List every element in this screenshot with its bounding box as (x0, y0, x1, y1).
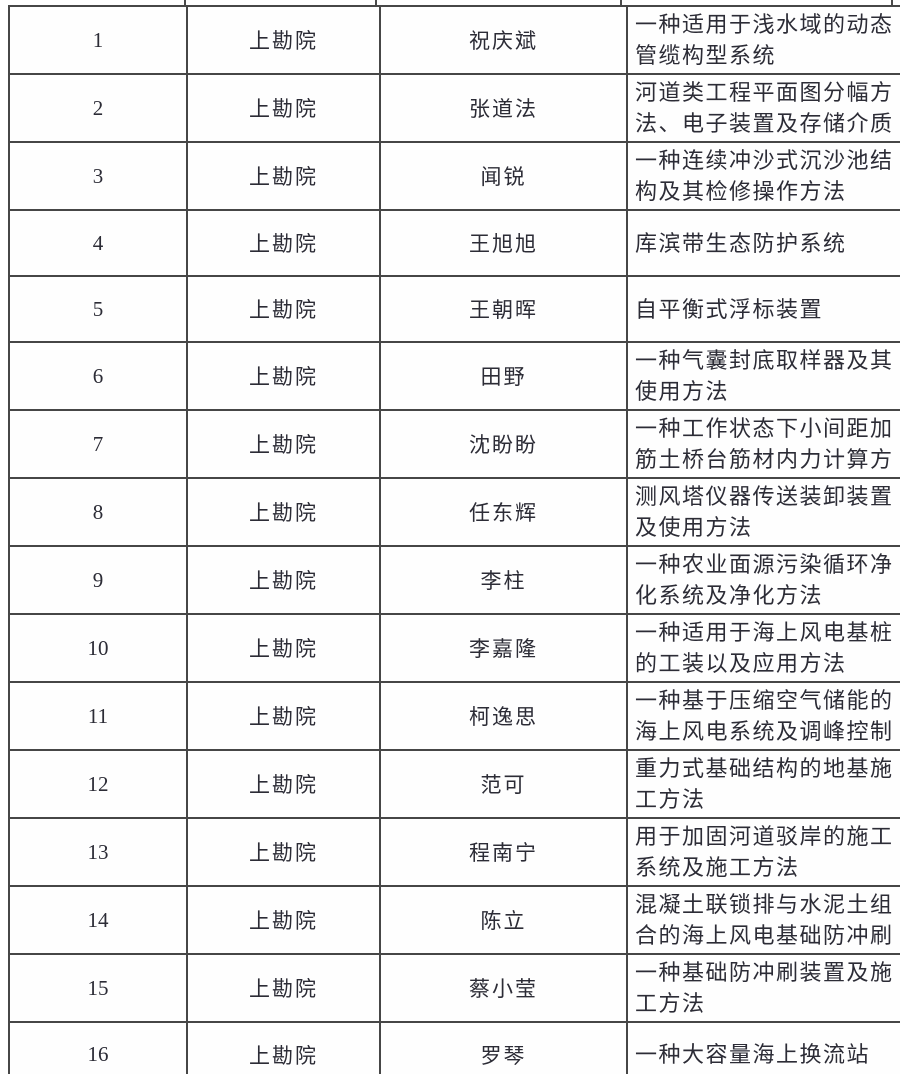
patent-title-cell: 一种连续冲沙式沉沙池结构及其检修操作方法 (626, 141, 900, 211)
inventor-name-cell: 张道法 (379, 73, 628, 143)
inventor-name-cell: 祝庆斌 (379, 5, 628, 75)
inventor-name-cell: 沈盼盼 (379, 409, 628, 479)
org-cell: 上勘院 (186, 1021, 381, 1074)
table-row: 12 上勘院 范可 重力式基础结构的地基施工方法 (8, 749, 900, 819)
table-row: 6 上勘院 田野 一种气囊封底取样器及其使用方法 (8, 341, 900, 411)
patent-table: 1 上勘院 祝庆斌 一种适用于浅水域的动态管缆构型系统 2 上勘院 张道法 河道类工程平面图分… (8, 5, 900, 1074)
org-cell: 上勘院 (186, 885, 381, 955)
patent-title-cell: 一种适用于浅水域的动态管缆构型系统 (626, 5, 900, 75)
patent-title-cell: 一种工作状态下小间距加筋土桥台筋材内力计算方 (626, 409, 900, 479)
patent-title-cell: 一种基础防冲刷装置及施工方法 (626, 953, 900, 1023)
row-number-cell: 1 (8, 5, 188, 75)
patent-title-cell: 测风塔仪器传送装卸装置及使用方法 (626, 477, 900, 547)
org-cell: 上勘院 (186, 73, 381, 143)
patent-title-cell: 一种农业面源污染循环净化系统及净化方法 (626, 545, 900, 615)
patent-title-cell: 自平衡式浮标装置 (626, 275, 900, 343)
org-cell: 上勘院 (186, 409, 381, 479)
org-cell: 上勘院 (186, 5, 381, 75)
table-row: 16 上勘院 罗琴 一种大容量海上换流站 (8, 1021, 900, 1074)
org-cell: 上勘院 (186, 749, 381, 819)
row-number-cell: 11 (8, 681, 188, 751)
patent-title-cell: 一种气囊封底取样器及其使用方法 (626, 341, 900, 411)
inventor-name-cell: 陈立 (379, 885, 628, 955)
inventor-name-cell: 罗琴 (379, 1021, 628, 1074)
row-number-cell: 15 (8, 953, 188, 1023)
table-row: 7 上勘院 沈盼盼 一种工作状态下小间距加筋土桥台筋材内力计算方 (8, 409, 900, 479)
org-cell: 上勘院 (186, 141, 381, 211)
patent-title-cell: 一种适用于海上风电基桩的工装以及应用方法 (626, 613, 900, 683)
org-cell: 上勘院 (186, 275, 381, 343)
table-row: 1 上勘院 祝庆斌 一种适用于浅水域的动态管缆构型系统 (8, 5, 900, 75)
org-cell: 上勘院 (186, 817, 381, 887)
inventor-name-cell: 范可 (379, 749, 628, 819)
row-number-cell: 2 (8, 73, 188, 143)
inventor-name-cell: 田野 (379, 341, 628, 411)
inventor-name-cell: 任东辉 (379, 477, 628, 547)
row-number-cell: 9 (8, 545, 188, 615)
row-number-cell: 13 (8, 817, 188, 887)
inventor-name-cell: 柯逸思 (379, 681, 628, 751)
row-number-cell: 7 (8, 409, 188, 479)
patent-title-cell: 一种大容量海上换流站 (626, 1021, 900, 1074)
table-row: 10 上勘院 李嘉隆 一种适用于海上风电基桩的工装以及应用方法 (8, 613, 900, 683)
table-row: 9 上勘院 李柱 一种农业面源污染循环净化系统及净化方法 (8, 545, 900, 615)
table-row: 13 上勘院 程南宁 用于加固河道驳岸的施工系统及施工方法 (8, 817, 900, 887)
patent-title-cell: 库滨带生态防护系统 (626, 209, 900, 277)
org-cell: 上勘院 (186, 953, 381, 1023)
row-number-cell: 5 (8, 275, 188, 343)
org-cell: 上勘院 (186, 545, 381, 615)
inventor-name-cell: 王旭旭 (379, 209, 628, 277)
row-number-cell: 12 (8, 749, 188, 819)
org-cell: 上勘院 (186, 681, 381, 751)
org-cell: 上勘院 (186, 209, 381, 277)
org-cell: 上勘院 (186, 477, 381, 547)
inventor-name-cell: 李柱 (379, 545, 628, 615)
table-row: 4 上勘院 王旭旭 库滨带生态防护系统 (8, 209, 900, 277)
table-row: 11 上勘院 柯逸思 一种基于压缩空气储能的海上风电系统及调峰控制 (8, 681, 900, 751)
column-border-stub (891, 0, 893, 7)
row-number-cell: 6 (8, 341, 188, 411)
org-cell: 上勘院 (186, 341, 381, 411)
table-row: 2 上勘院 张道法 河道类工程平面图分幅方法、电子装置及存储介质 (8, 73, 900, 143)
table-row: 5 上勘院 王朝晖 自平衡式浮标装置 (8, 275, 900, 343)
org-cell: 上勘院 (186, 613, 381, 683)
table-row: 14 上勘院 陈立 混凝土联锁排与水泥土组合的海上风电基础防冲刷 (8, 885, 900, 955)
inventor-name-cell: 程南宁 (379, 817, 628, 887)
column-border-stub (184, 0, 186, 7)
row-number-cell: 8 (8, 477, 188, 547)
row-number-cell: 16 (8, 1021, 188, 1074)
table-row: 15 上勘院 蔡小莹 一种基础防冲刷装置及施工方法 (8, 953, 900, 1023)
patent-title-cell: 河道类工程平面图分幅方法、电子装置及存储介质 (626, 73, 900, 143)
column-border-stub (620, 0, 622, 7)
patent-title-cell: 重力式基础结构的地基施工方法 (626, 749, 900, 819)
table-row: 8 上勘院 任东辉 测风塔仪器传送装卸装置及使用方法 (8, 477, 900, 547)
inventor-name-cell: 王朝晖 (379, 275, 628, 343)
row-number-cell: 14 (8, 885, 188, 955)
patent-table-body: 1 上勘院 祝庆斌 一种适用于浅水域的动态管缆构型系统 2 上勘院 张道法 河道类工程平面图分… (8, 5, 900, 1074)
row-number-cell: 10 (8, 613, 188, 683)
row-number-cell: 3 (8, 141, 188, 211)
patent-title-cell: 用于加固河道驳岸的施工系统及施工方法 (626, 817, 900, 887)
inventor-name-cell: 蔡小莹 (379, 953, 628, 1023)
patent-title-cell: 一种基于压缩空气储能的海上风电系统及调峰控制 (626, 681, 900, 751)
row-number-cell: 4 (8, 209, 188, 277)
patent-title-cell: 混凝土联锁排与水泥土组合的海上风电基础防冲刷 (626, 885, 900, 955)
column-border-stub (375, 0, 377, 7)
inventor-name-cell: 李嘉隆 (379, 613, 628, 683)
table-row: 3 上勘院 闻锐 一种连续冲沙式沉沙池结构及其检修操作方法 (8, 141, 900, 211)
inventor-name-cell: 闻锐 (379, 141, 628, 211)
